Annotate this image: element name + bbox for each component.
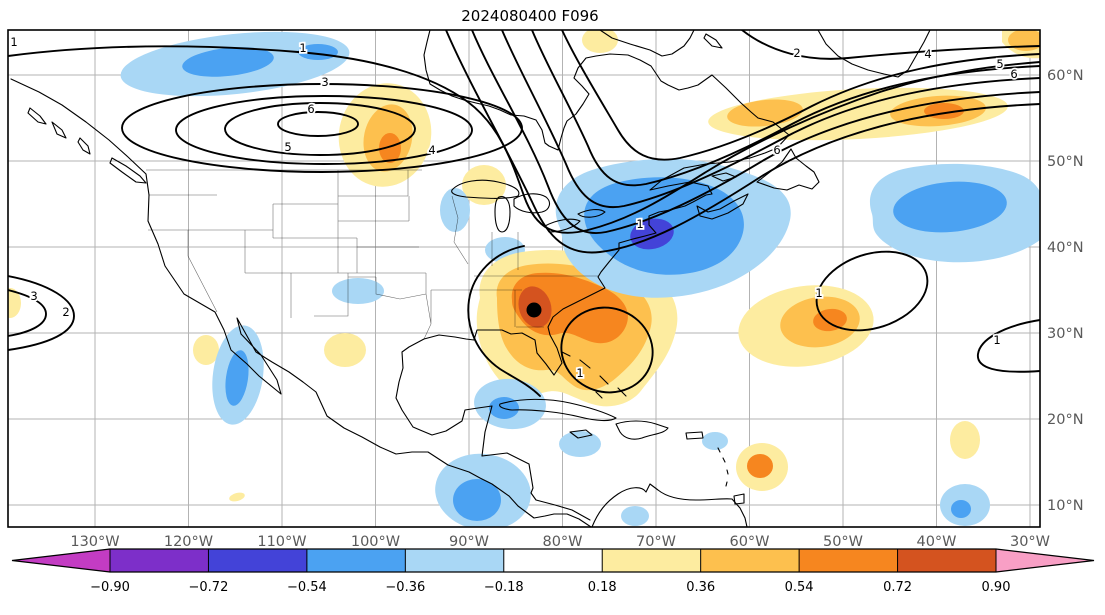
lat-tick-label: 50°N [1047, 154, 1084, 170]
colorbar-tick-label: 0.18 [588, 580, 617, 595]
longitude-axis-labels: 130°W 120°W 110°W 100°W 90°W 80°W 70°W 60°W 50°W… [70, 534, 1050, 550]
colorbar-segment [799, 549, 898, 572]
contour-label: 4 [924, 47, 931, 61]
colorbar-segment [306, 549, 406, 572]
lon-tick-label: 120°W [164, 534, 213, 550]
colorbar: −0.90 −0.72 −0.54 −0.36 −0.18 0.18 0.36 0.54 0.7… [11, 548, 1095, 595]
contour-label: 4 [428, 143, 435, 157]
plot-title: 2024080400 F096 [461, 7, 598, 25]
lon-tick-label: 90°W [449, 534, 489, 550]
colorbar-segment [700, 549, 800, 572]
map-frame [7, 29, 1041, 528]
colorbar-segment [503, 549, 603, 572]
contour-label: 1 [815, 286, 822, 300]
latitude-axis-labels: 60°N 50°N 40°N 30°N 20°N 10°N [1047, 68, 1084, 514]
colorbar-right-arrow [996, 549, 1094, 572]
filled-anomaly-regions [8, 30, 1040, 527]
state-borders [146, 169, 599, 340]
contour-label: 5 [284, 140, 291, 154]
colorbar-segment [897, 549, 996, 572]
colorbar-tick-label: 0.72 [883, 580, 912, 595]
lat-tick-label: 30°N [1047, 326, 1084, 342]
marker-layer [526, 302, 542, 318]
contour-label: 5 [996, 57, 1003, 71]
colorbar-segment [405, 549, 504, 572]
contour-label: 3 [30, 289, 37, 303]
lat-tick-label: 40°N [1047, 240, 1084, 256]
contour-label: 1 [10, 35, 17, 49]
lon-tick-label: 30°W [1010, 534, 1050, 550]
colorbar-segment [110, 549, 209, 572]
colorbar-tick-label: −0.72 [189, 580, 229, 595]
colorbar-tick-label: 0.36 [686, 580, 715, 595]
lon-tick-label: 60°W [729, 534, 769, 550]
contour-label: 2 [62, 305, 69, 319]
colorbar-tick-label: −0.90 [90, 580, 130, 595]
lat-tick-label: 10°N [1047, 498, 1084, 514]
contour-label: 6 [773, 143, 780, 157]
colorbar-outline [11, 548, 1095, 573]
colorbar-segment [208, 549, 307, 572]
lon-tick-label: 50°W [823, 534, 863, 550]
lon-tick-label: 70°W [636, 534, 676, 550]
colorbar-segment [602, 549, 701, 572]
lat-tick-label: 20°N [1047, 412, 1084, 428]
contour-label: 1 [636, 217, 643, 231]
contour-label: 6 [1010, 67, 1017, 81]
contour-label: 6 [307, 102, 314, 116]
colorbar-tick-label: −0.54 [287, 580, 327, 595]
lon-tick-label: 110°W [257, 534, 306, 550]
contour-label: 2 [793, 46, 800, 60]
lon-tick-label: 130°W [70, 534, 119, 550]
lon-tick-label: 40°W [916, 534, 956, 550]
contour-label: 1 [299, 41, 306, 55]
colorbar-left-arrow [12, 549, 110, 572]
colorbar-tick-label: −0.18 [484, 580, 524, 595]
analysis-marker [526, 302, 542, 318]
colorbar-tick-label: 0.54 [785, 580, 814, 595]
coastlines [10, 30, 931, 527]
contour-label: 1 [576, 366, 583, 380]
lon-tick-label: 100°W [351, 534, 400, 550]
contour-label: 1 [993, 333, 1000, 347]
contour-lines [8, 30, 1040, 397]
colorbar-tick-label: 0.90 [982, 580, 1011, 595]
lat-tick-label: 60°N [1047, 68, 1084, 84]
lon-tick-label: 80°W [542, 534, 582, 550]
colorbar-tick-label: −0.36 [385, 580, 425, 595]
contour-label: 3 [321, 75, 328, 89]
